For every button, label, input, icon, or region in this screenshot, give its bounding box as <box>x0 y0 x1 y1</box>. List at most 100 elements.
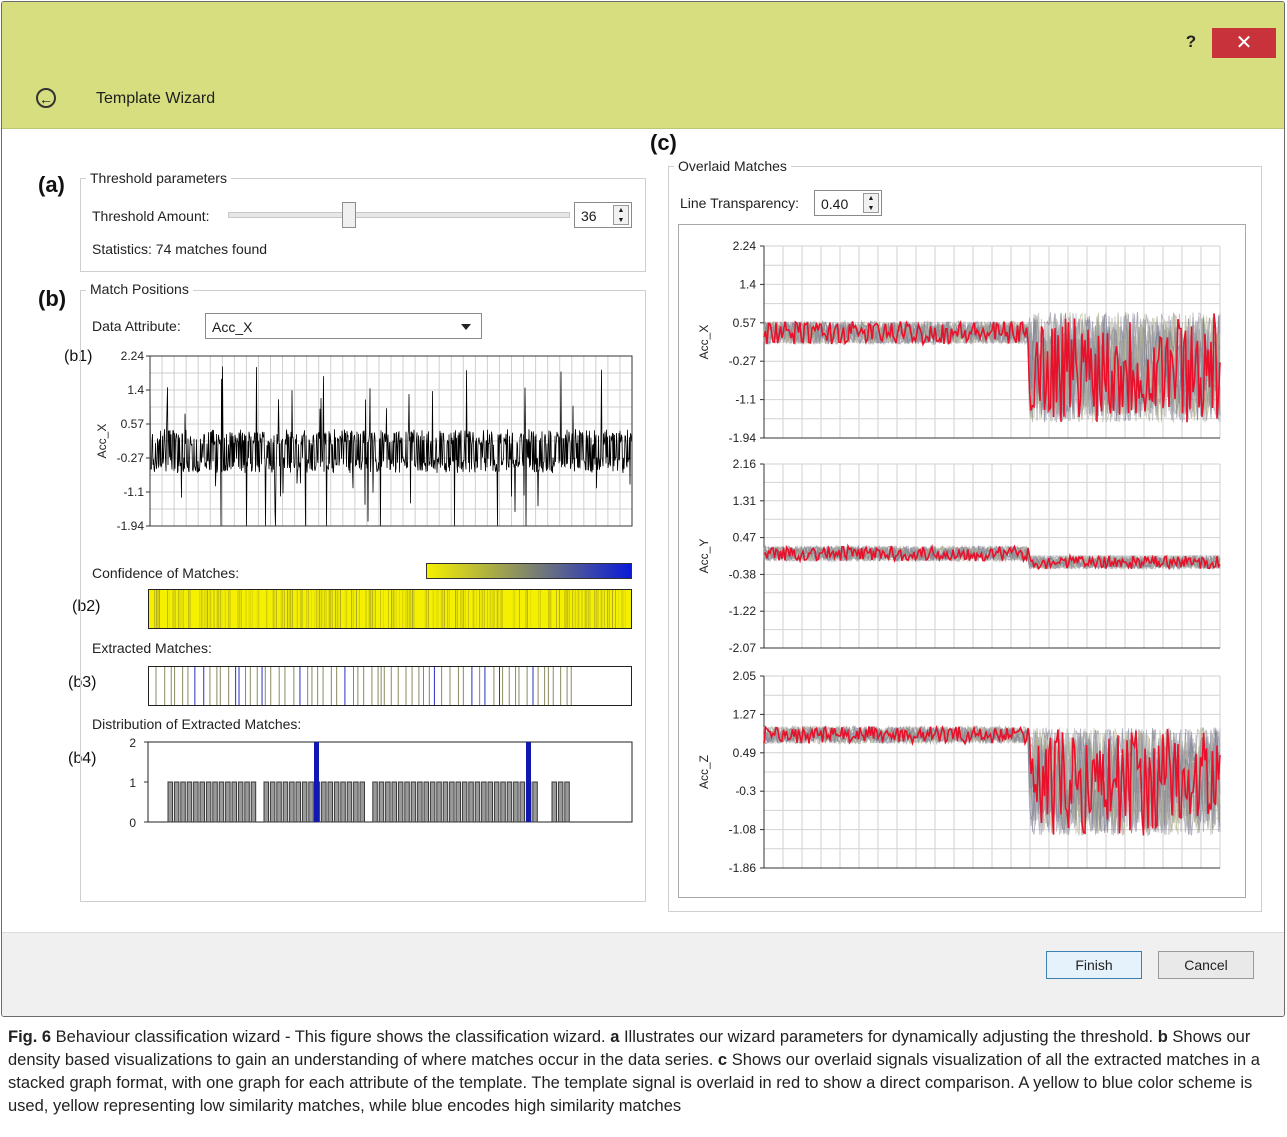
overlaid-y-tick-label: -0.38 <box>729 567 757 581</box>
b4-bar <box>321 781 327 823</box>
overlaid-y-tick-label: -1.1 <box>735 393 756 407</box>
overlaid-y-tick-label: -1.94 <box>729 431 757 445</box>
b4-bar <box>513 781 519 823</box>
overlaid-y-tick-label: 2.24 <box>733 239 757 253</box>
b3-extracted-matches <box>148 666 632 706</box>
overlaid-template-line <box>763 543 1221 571</box>
b4-bar <box>429 781 436 823</box>
wizard-footer: Finish Cancel <box>2 932 1284 1016</box>
data-attribute-select[interactable]: Acc_X <box>205 313 482 339</box>
b1-signal-chart: 2.24 1.4 0.57 -0.27 -1.1 -1.94 Acc_X <box>95 349 633 533</box>
threshold-group-title: Threshold parameters <box>86 170 231 186</box>
b3-background <box>148 666 632 706</box>
b4-bar <box>385 781 391 823</box>
b4-bar <box>205 781 212 823</box>
b4-bar <box>269 781 276 823</box>
b2-background <box>148 589 632 629</box>
b4-bar <box>474 781 481 823</box>
annotation-b2: (b2) <box>72 598 101 615</box>
line-transparency-label: Line Transparency: <box>680 195 800 211</box>
overlaid-chart-acc-z: 2.05 1.27 0.49 -0.3 -1.08 -1.86 Acc_Z <box>697 669 1221 875</box>
overlaid-y-tick-label: 2.16 <box>733 457 757 471</box>
b2-confidence-bar <box>148 589 632 629</box>
annotation-c: (c) <box>650 130 677 155</box>
b4-bar <box>212 781 218 823</box>
threshold-slider-thumb[interactable] <box>342 202 356 228</box>
b4-bar <box>506 781 513 823</box>
b4-bar <box>378 781 385 823</box>
b4-bar <box>493 781 500 823</box>
annotation-b3: (b3) <box>68 674 97 691</box>
overlaid-y-tick-label: -1.86 <box>729 861 757 875</box>
b4-bar <box>410 781 417 823</box>
b4-bar <box>225 781 231 823</box>
overlaid-matches-group-title: Overlaid Matches <box>674 158 791 174</box>
stepper-arrows-icon[interactable]: ▲ ▼ <box>863 193 879 213</box>
b4-bar <box>417 781 423 823</box>
overlaid-charts-frame <box>678 224 1246 898</box>
overlaid-y-tick-label: 0.49 <box>733 746 757 760</box>
b4-bar-highlight <box>526 742 531 822</box>
threshold-slider-track[interactable] <box>228 212 570 218</box>
title-bar: ? ✕ ← Template Wizard <box>2 2 1284 129</box>
b4-distribution-chart: 2 1 0 <box>129 738 633 830</box>
b4-bar <box>449 781 455 823</box>
threshold-amount-label: Threshold Amount: <box>92 208 210 224</box>
b4-bar <box>327 781 333 823</box>
template-wizard-window: ? ✕ ← Template Wizard (a) (b) (c) (b1) (… <box>1 1 1285 1017</box>
b4-bar <box>557 781 564 823</box>
annotation-a: (a) <box>38 172 65 197</box>
b1-y-tick-label: -0.27 <box>117 451 145 465</box>
overlaid-y-axis-label: Acc_Y <box>697 539 711 574</box>
b4-bar <box>180 781 186 823</box>
b4-bar <box>186 781 193 823</box>
finish-button[interactable]: Finish <box>1046 951 1142 979</box>
b4-bar <box>391 781 397 823</box>
b1-y-tick-label: 0.57 <box>121 417 145 431</box>
line-transparency-stepper[interactable]: 0.40 ▲ ▼ <box>814 190 882 216</box>
overlaid-chart-acc-y: 2.16 1.31 0.47 -0.38 -1.22 -2.07 Acc_Y <box>697 457 1221 655</box>
b4-bar <box>532 781 538 823</box>
overlaid-chart-acc-x: 2.24 1.4 0.57 -0.27 -1.1 -1.94 Acc_X <box>697 239 1221 445</box>
overlaid-y-tick-label: -2.07 <box>729 641 757 655</box>
overlaid-y-tick-label: 1.31 <box>733 494 757 508</box>
b4-bar <box>308 781 314 823</box>
b1-y-tick-label: -1.94 <box>117 519 145 533</box>
overlaid-y-tick-label: 2.05 <box>733 669 757 683</box>
b1-signal-line <box>149 366 633 527</box>
b4-y-tick-label: 0 <box>129 816 136 830</box>
b4-bar <box>397 781 404 823</box>
caption-text-3: Shows our density based visualizations t… <box>8 1028 1251 1069</box>
help-button[interactable]: ? <box>1185 32 1197 51</box>
caption-a: a <box>610 1028 620 1046</box>
b4-bar <box>340 781 346 823</box>
threshold-amount-value: 36 <box>581 208 597 224</box>
b4-bar <box>468 781 474 823</box>
b4-bar <box>167 781 173 823</box>
figure-caption: Fig. 6 Behaviour classification wizard -… <box>8 1026 1278 1118</box>
data-attribute-value: Acc_X <box>212 319 253 335</box>
b4-bar <box>263 781 269 823</box>
overlaid-y-tick-label: -0.3 <box>735 784 756 798</box>
caption-text-4: Shows our overlaid signals visualization… <box>8 1051 1260 1115</box>
b4-bar <box>276 781 282 823</box>
b4-bar <box>218 781 225 823</box>
threshold-amount-stepper[interactable]: 36 ▲ ▼ <box>574 202 632 228</box>
overlaid-y-axis-label: Acc_Z <box>697 755 711 789</box>
stepper-arrows-icon[interactable]: ▲ ▼ <box>613 205 629 225</box>
b4-bar <box>551 781 557 823</box>
close-button[interactable]: ✕ <box>1212 28 1276 58</box>
b4-bar-highlight <box>314 742 319 822</box>
b1-y-axis-label: Acc_X <box>95 424 109 459</box>
caption-c: c <box>717 1051 728 1069</box>
b4-y-tick-label: 1 <box>129 776 136 790</box>
back-arrow-icon[interactable]: ← <box>36 88 56 108</box>
overlaid-y-tick-label: 1.27 <box>733 707 757 721</box>
b4-bar <box>244 781 250 823</box>
cancel-button[interactable]: Cancel <box>1158 951 1254 979</box>
wizard-title: Template Wizard <box>96 90 216 107</box>
overlaid-grid <box>763 245 1221 439</box>
confidence-color-legend <box>426 563 632 579</box>
b4-bar <box>231 781 237 823</box>
b4-bar <box>301 781 308 823</box>
